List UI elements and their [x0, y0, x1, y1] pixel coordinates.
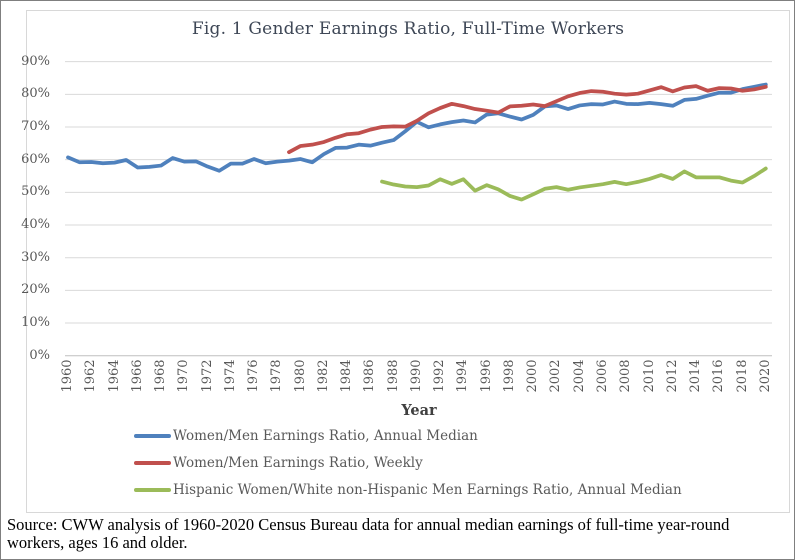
x-tick-label: 1992 — [432, 359, 448, 393]
chart-area-border — [26, 10, 790, 513]
x-tick-label: 2008 — [618, 359, 634, 393]
x-tick-label: 2012 — [664, 359, 680, 393]
legend-line-swatch — [134, 433, 171, 438]
series-line — [66, 82, 768, 173]
legend-item: Women/Men Earnings Ratio, Annual Median — [134, 422, 682, 449]
x-tick-label: 1998 — [501, 359, 517, 393]
y-tick-label: 50% — [21, 184, 50, 200]
legend-item: Hispanic Women/White non-Hispanic Men Ea… — [134, 476, 682, 503]
x-tick-label: 1978 — [269, 359, 285, 393]
x-tick-label: 1968 — [153, 359, 169, 393]
x-tick-label: 1970 — [176, 359, 192, 393]
x-tick-label: 2002 — [548, 359, 564, 393]
x-tick-label: 1976 — [246, 359, 262, 393]
y-tick-label: 60% — [21, 151, 50, 167]
x-tick-label: 1960 — [60, 359, 75, 393]
x-tick-label: 1996 — [478, 359, 494, 393]
y-tick-label: 40% — [21, 217, 50, 233]
x-tick-label: 1972 — [199, 359, 215, 393]
series-line — [380, 166, 768, 202]
y-tick-label: 80% — [21, 86, 50, 102]
x-tick-label: 1982 — [315, 359, 331, 393]
x-tick-label: 1962 — [83, 359, 99, 393]
legend-line-swatch — [134, 487, 171, 492]
x-tick-label: 1990 — [408, 359, 424, 393]
x-tick-label: 2020 — [757, 359, 773, 393]
legend-item: Women/Men Earnings Ratio, Weekly — [134, 449, 682, 476]
x-tick-label: 1966 — [129, 359, 145, 393]
legend-label: Hispanic Women/White non-Hispanic Men Ea… — [173, 481, 682, 498]
legend-line-swatch — [134, 460, 171, 465]
x-tick-label: 1986 — [362, 359, 378, 393]
y-tick-label: 30% — [21, 249, 50, 265]
x-tick-label: 2010 — [641, 359, 657, 393]
x-tick-label: 2000 — [525, 359, 541, 393]
chart-legend: Women/Men Earnings Ratio, Annual Median W… — [134, 422, 682, 503]
y-tick-label: 90% — [21, 53, 50, 69]
x-tick-label: 1980 — [292, 359, 308, 393]
chart-title: Fig. 1 Gender Earnings Ratio, Full-Time … — [191, 19, 625, 39]
legend-label: Women/Men Earnings Ratio, Weekly — [173, 454, 423, 471]
x-tick-label: 2016 — [711, 359, 727, 393]
x-tick-label: 2014 — [688, 359, 704, 393]
y-tick-label: 10% — [21, 315, 50, 331]
y-tick-label: 70% — [21, 119, 50, 134]
x-tick-label: 1994 — [455, 359, 471, 393]
x-tick-label: 2018 — [734, 359, 750, 393]
x-axis-title: Year — [401, 402, 437, 419]
x-tick-label: 1974 — [222, 359, 238, 393]
x-tick-label: 1964 — [106, 359, 122, 393]
source-note: Source: CWW analysis of 1960-2020 Census… — [7, 515, 730, 553]
x-tick-label: 1988 — [385, 359, 401, 393]
series-line — [287, 84, 768, 155]
y-tick-label: 20% — [21, 282, 50, 298]
legend-label: Women/Men Earnings Ratio, Annual Median — [173, 427, 478, 444]
x-tick-label: 2006 — [594, 359, 610, 393]
x-tick-label: 2004 — [571, 359, 587, 393]
x-tick-label: 1984 — [339, 359, 355, 393]
y-tick-label: 0% — [29, 347, 50, 363]
